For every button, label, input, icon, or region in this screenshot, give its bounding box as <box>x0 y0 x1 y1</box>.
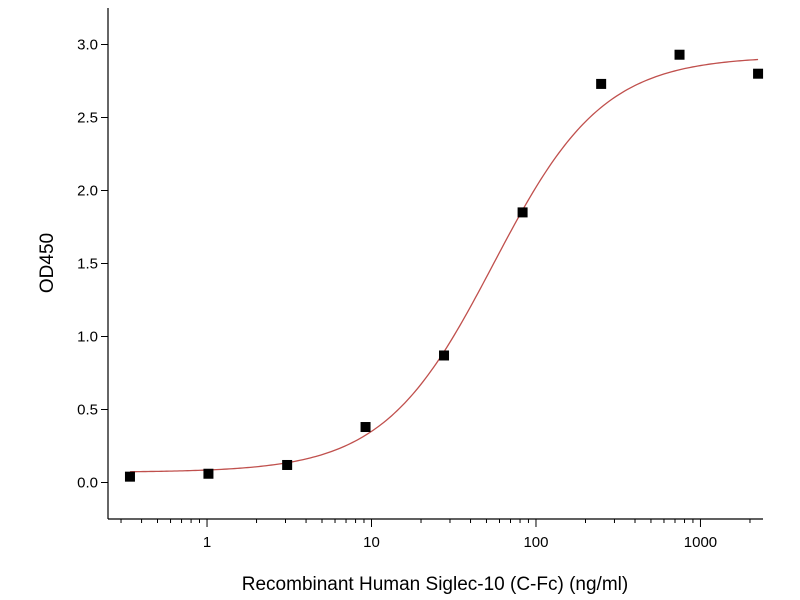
y-tick-label: 3.0 <box>77 37 98 54</box>
data-point <box>753 68 764 79</box>
y-tick-label: 1.5 <box>77 256 98 273</box>
x-axis: 1 10 100 1000 <box>108 518 763 551</box>
x-ticks: 1 10 100 1000 <box>120 519 751 551</box>
y-tick-label: 2.0 <box>77 183 98 200</box>
x-tick-label: 10 <box>363 534 380 551</box>
y-axis: 0.0 0.5 1.0 1.5 2.0 2.5 3.0 <box>77 8 109 519</box>
y-tick-label: 1.0 <box>77 329 98 346</box>
data-point <box>596 78 607 89</box>
y-tick-label: 0.5 <box>77 402 98 419</box>
y-ticks: 0.0 0.5 1.0 1.5 2.0 2.5 3.0 <box>77 37 108 492</box>
data-point <box>124 471 135 482</box>
x-tick-label: 100 <box>523 534 548 551</box>
fit-curve <box>129 58 759 473</box>
y-tick-label: 0.0 <box>77 475 98 492</box>
y-axis-title: OD450 <box>37 233 58 293</box>
data-point <box>439 350 450 361</box>
x-axis-title: Recombinant Human Siglec-10 (C-Fc) (ng/m… <box>242 574 628 595</box>
data-point <box>517 207 528 218</box>
data-points <box>124 49 764 482</box>
data-point <box>203 468 214 479</box>
data-point <box>360 422 371 433</box>
y-tick-label: 2.5 <box>77 110 98 127</box>
data-point <box>674 49 685 60</box>
data-point <box>282 459 293 470</box>
x-tick-label: 1 <box>203 534 211 551</box>
x-tick-label: 1000 <box>684 534 717 551</box>
